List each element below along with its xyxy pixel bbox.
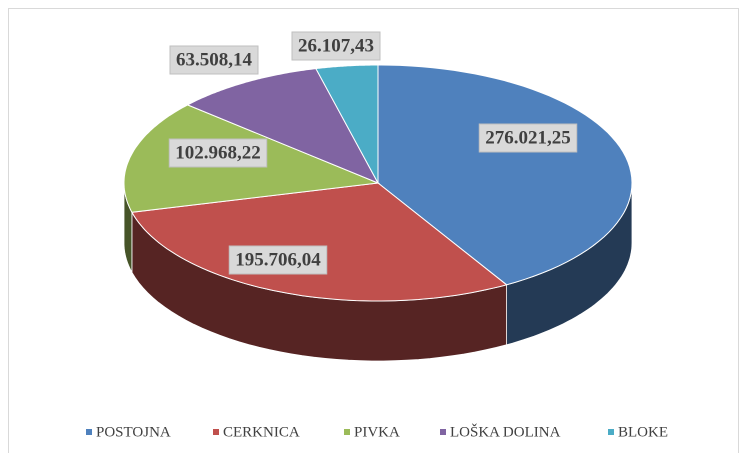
legend-marker	[213, 429, 219, 435]
legend-label: LOŠKA DOLINA	[450, 423, 561, 440]
legend-label: PIVKA	[354, 424, 400, 440]
legend-marker	[344, 429, 350, 435]
value-label-box	[169, 45, 259, 75]
value-label-box	[478, 123, 578, 153]
value-label: 102.968,22	[175, 142, 261, 163]
slice	[186, 68, 380, 184]
value-label-box	[168, 138, 268, 168]
tops	[123, 64, 633, 302]
legend: POSTOJNA CERKNICA PIVKA LOŠKA DOLINA BLOKE	[86, 423, 668, 440]
legend-label: CERKNICA	[223, 424, 300, 440]
legend-label: BLOKE	[618, 424, 668, 440]
value-label-box	[228, 245, 328, 275]
value-label: 195.706,04	[235, 249, 321, 270]
value-label: 276.021,25	[485, 127, 571, 148]
value-label: 26.107,43	[298, 35, 374, 56]
legend-marker	[86, 429, 92, 435]
legend-label: POSTOJNA	[96, 424, 171, 440]
slice	[131, 182, 508, 302]
labels: 276.021,25 195.706,04 102.968,22 63.508,14 2…	[168, 31, 578, 275]
value-label: 63.508,14	[176, 49, 253, 70]
legend-marker	[440, 429, 446, 435]
legend-marker	[608, 429, 614, 435]
slice	[315, 64, 379, 184]
value-label-box	[291, 31, 381, 61]
slice	[377, 64, 633, 286]
